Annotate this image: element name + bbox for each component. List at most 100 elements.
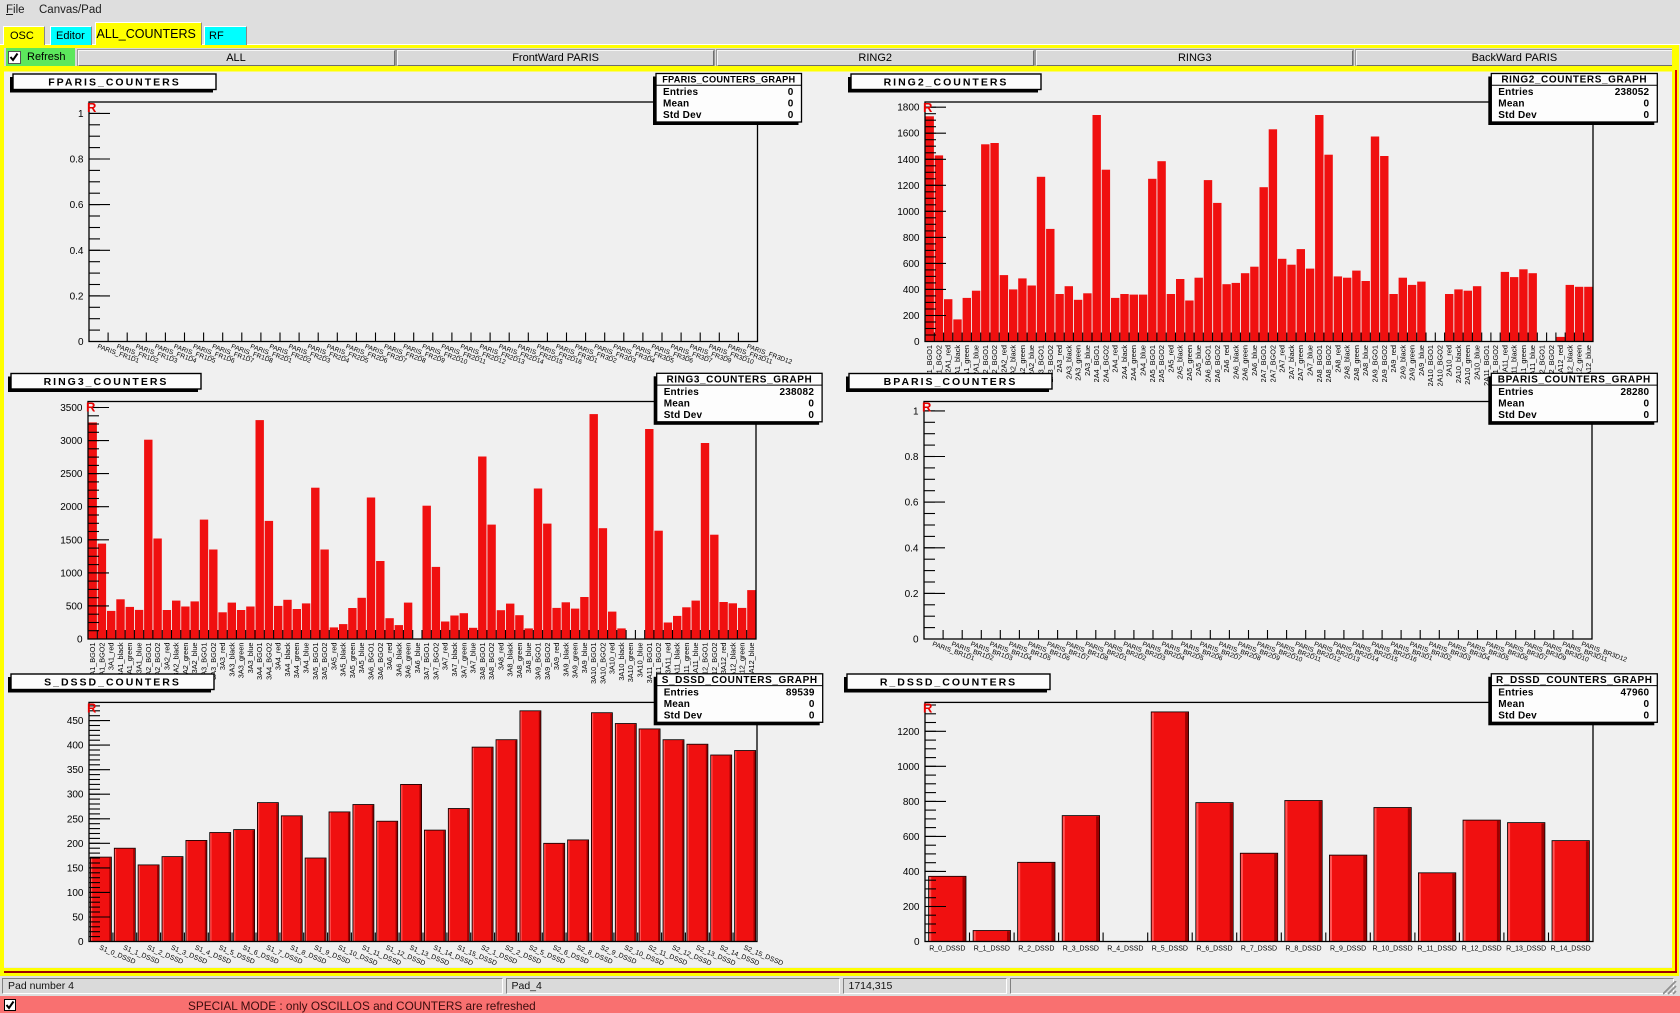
svg-text:Std Dev: Std Dev [663,110,702,121]
svg-text:3A2_BGO2: 3A2_BGO2 [153,643,162,680]
svg-text:R_1_DSSD: R_1_DSSD [974,946,1010,953]
svg-text:2A4_BGO1: 2A4_BGO1 [1092,345,1101,382]
svg-text:2A12_BGO2: 2A12_BGO2 [1547,345,1556,386]
svg-text:Mean: Mean [1498,99,1524,110]
svg-text:3A7_blue: 3A7_blue [469,643,478,674]
svg-text:2A1_black: 2A1_black [953,345,962,379]
svg-text:R_12_DSSD: R_12_DSSD [1462,946,1502,953]
svg-text:2A2_blue: 2A2_blue [1027,345,1036,376]
svg-text:800: 800 [903,233,920,244]
svg-text:Mean: Mean [1498,398,1524,409]
svg-text:0: 0 [1644,410,1650,421]
svg-text:0: 0 [77,635,83,646]
svg-text:1000: 1000 [897,207,920,218]
svg-text:2A2_BGO2: 2A2_BGO2 [990,345,999,382]
svg-text:2A5_BGO1: 2A5_BGO1 [1148,345,1157,382]
svg-text:3A10_red: 3A10_red [608,643,617,675]
svg-text:R_7_DSSD: R_7_DSSD [1241,946,1277,953]
svg-text:2A4_red: 2A4_red [1111,345,1120,373]
svg-text:R_2_DSSD: R_2_DSSD [1018,946,1054,953]
svg-text:R: R [922,400,932,415]
svg-text:450: 450 [67,716,84,727]
svg-text:0.8: 0.8 [70,155,84,166]
svg-text:R: R [923,100,933,115]
svg-text:2A10_green: 2A10_green [1463,345,1472,385]
svg-text:3A3_BGO2: 3A3_BGO2 [209,643,218,680]
svg-text:3A1_BGO1: 3A1_BGO1 [88,643,97,680]
svg-text:3A7_BGO1: 3A7_BGO1 [422,643,431,680]
svg-text:2A6_black: 2A6_black [1231,345,1240,379]
svg-text:0.4: 0.4 [70,246,84,257]
svg-text:3A6_green: 3A6_green [404,643,413,679]
svg-text:2A5_blue: 2A5_blue [1194,345,1203,376]
svg-text:0: 0 [1644,99,1650,110]
svg-text:500: 500 [66,601,83,612]
svg-text:3A9_red: 3A9_red [552,643,561,671]
svg-text:2A10_black: 2A10_black [1454,345,1463,383]
svg-text:3A3_green: 3A3_green [237,643,246,679]
svg-text:2A10_BGO1: 2A10_BGO1 [1426,345,1435,386]
svg-text:3A1_blue: 3A1_blue [135,643,144,674]
svg-text:3A7_black: 3A7_black [450,642,459,676]
svg-text:0.2: 0.2 [905,589,919,600]
svg-text:3A10_BGO1: 3A10_BGO1 [589,643,598,684]
svg-text:Mean: Mean [1498,699,1524,710]
svg-text:R_5_DSSD: R_5_DSSD [1152,946,1188,953]
svg-text:2A10_blue: 2A10_blue [1473,345,1482,380]
svg-text:2A5_green: 2A5_green [1185,345,1194,381]
svg-text:3A10_green: 3A10_green [626,643,635,683]
svg-text:3A9_blue: 3A9_blue [580,643,589,674]
svg-text:2A2_green: 2A2_green [1018,345,1027,381]
svg-text:800: 800 [903,797,920,808]
svg-text:200: 200 [67,839,84,850]
svg-text:RING3_COUNTERS: RING3_COUNTERS [44,376,169,388]
svg-text:2A8_black: 2A8_black [1343,345,1352,379]
svg-text:Entries: Entries [664,387,700,398]
svg-text:2A2_BGO1: 2A2_BGO1 [981,345,990,382]
svg-text:FPARIS_COUNTERS_GRAPH: FPARIS_COUNTERS_GRAPH [662,75,795,85]
svg-text:3A11_BGO1: 3A11_BGO1 [645,643,654,684]
svg-text:0: 0 [788,87,794,98]
svg-text:2A1_BGO2: 2A1_BGO2 [934,345,943,382]
svg-text:2A4_blue: 2A4_blue [1139,345,1148,376]
svg-text:R_14_DSSD: R_14_DSSD [1551,946,1591,953]
svg-text:3A4_green: 3A4_green [292,643,301,679]
svg-text:2A7_black: 2A7_black [1287,345,1296,379]
svg-text:2A3_blue: 2A3_blue [1083,345,1092,376]
svg-text:600: 600 [903,259,920,270]
svg-text:2A5_red: 2A5_red [1166,345,1175,373]
svg-text:3A7_BGO2: 3A7_BGO2 [431,643,440,680]
svg-text:3A8_BGO2: 3A8_BGO2 [487,643,496,680]
svg-text:3A10_blue: 3A10_blue [636,643,645,678]
svg-text:BPARIS_COUNTERS_GRAPH: BPARIS_COUNTERS_GRAPH [1498,374,1651,385]
svg-text:2A8_red: 2A8_red [1333,345,1342,373]
svg-text:Mean: Mean [663,99,689,110]
svg-text:Mean: Mean [664,699,690,710]
svg-text:3A1_green: 3A1_green [125,643,134,679]
svg-text:3A4_red: 3A4_red [274,643,283,671]
svg-text:0: 0 [78,937,84,948]
svg-text:3A5_blue: 3A5_blue [357,643,366,674]
svg-text:0: 0 [788,99,794,110]
svg-text:Mean: Mean [664,398,690,409]
svg-text:2A2_red: 2A2_red [999,345,1008,373]
svg-text:3A10_BGO2: 3A10_BGO2 [598,643,607,684]
svg-text:3A7_green: 3A7_green [459,643,468,679]
svg-text:3A1_black: 3A1_black [116,642,125,676]
svg-text:3A11_green: 3A11_green [682,643,691,682]
svg-text:400: 400 [903,285,920,296]
svg-text:3A2_BGO1: 3A2_BGO1 [144,643,153,680]
svg-text:3A5_BGO2: 3A5_BGO2 [320,643,329,680]
svg-text:3A6_blue: 3A6_blue [413,643,422,674]
svg-text:R_11_DSSD: R_11_DSSD [1417,946,1457,953]
svg-text:3A5_BGO1: 3A5_BGO1 [311,643,320,680]
svg-text:3A9_BGO2: 3A9_BGO2 [543,643,552,680]
svg-text:2A9_red: 2A9_red [1389,345,1398,373]
svg-text:3A4_BGO2: 3A4_BGO2 [264,643,273,680]
svg-text:238052: 238052 [1615,87,1650,98]
svg-text:3A10_black: 3A10_black [617,642,626,680]
svg-text:3A6_BGO1: 3A6_BGO1 [367,643,376,680]
svg-text:2A3_BGO2: 2A3_BGO2 [1046,345,1055,382]
svg-text:400: 400 [903,867,920,878]
svg-text:R: R [87,100,97,115]
